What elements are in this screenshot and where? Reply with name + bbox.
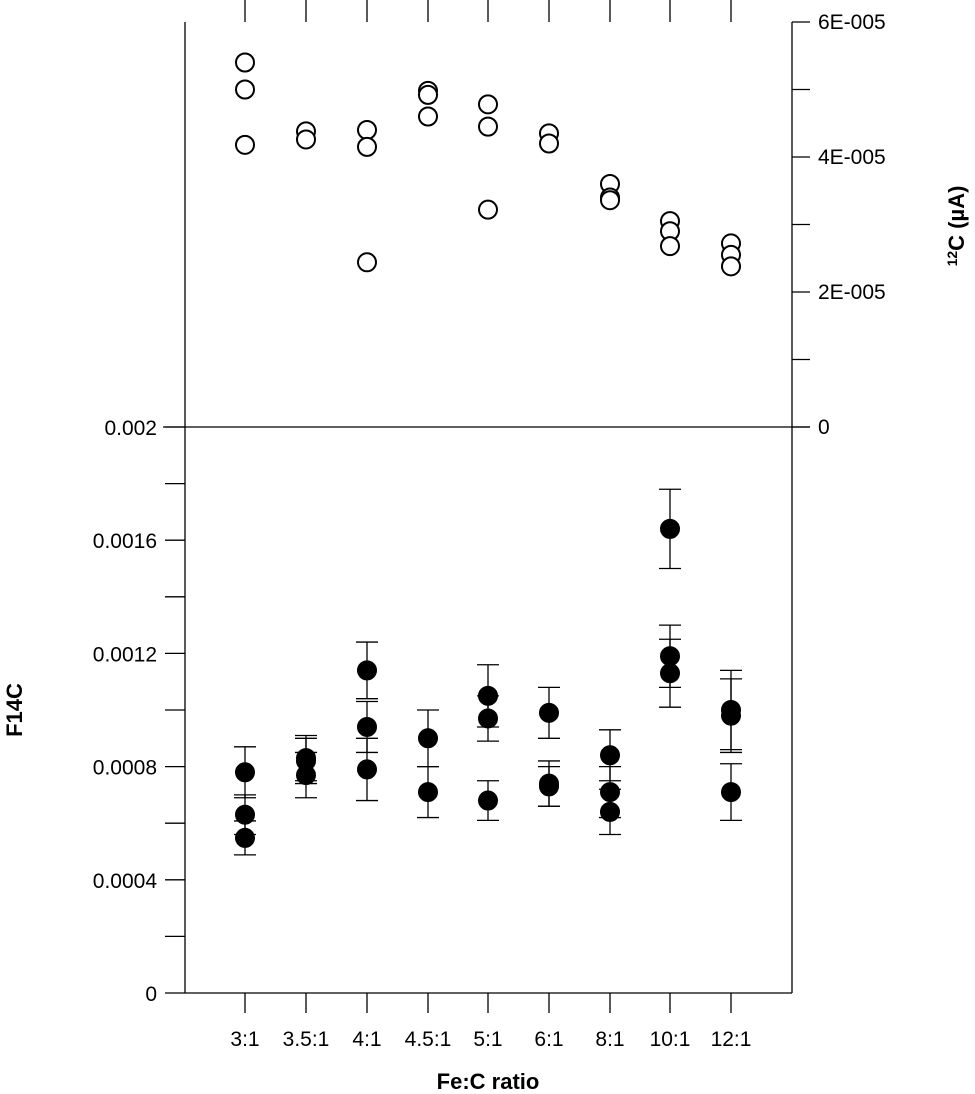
x-tick-label: 3.5:1 (283, 1028, 330, 1051)
data-point-12c (235, 79, 255, 100)
bottom-y-tick-label: 0.0012 (93, 643, 157, 666)
top-y-tick-label: 6E-005 (818, 11, 886, 34)
data-point-12c (539, 133, 559, 154)
data-point-f14c (235, 762, 255, 783)
bottom-y-tick-label: 0.0016 (93, 530, 157, 553)
data-point-f14c (357, 716, 377, 737)
axis-titles: Fe:C ratio F14C 12C (µA) (2, 186, 969, 1094)
plot-frame (163, 22, 810, 994)
data-point-f14c (539, 702, 559, 723)
x-tick-label: 4:1 (352, 1028, 381, 1051)
x-tick-label: 12:1 (711, 1028, 752, 1051)
data-point-f14c (600, 745, 620, 766)
bottom-y-tick-label: 0.0004 (93, 870, 158, 893)
bottom-y-tick-label: 0.0008 (93, 757, 157, 780)
y-axis-title-f14c: F14C (2, 683, 27, 737)
data-point-12c (478, 116, 498, 137)
y-axis-title-12c-superscript: 12 (944, 251, 960, 267)
top-y-tick-label: 4E-005 (818, 146, 886, 169)
bottom-y-tick-label: 0 (145, 983, 157, 1006)
data-point-12c (357, 252, 377, 273)
data-point-f14c (539, 776, 559, 797)
x-tick-label: 8:1 (595, 1028, 624, 1051)
x-tick-label: 6:1 (534, 1028, 563, 1051)
data-point-12c (418, 84, 438, 105)
data-point-12c (235, 134, 255, 155)
data-point-f14c (721, 782, 741, 803)
top-panel-12c: 0 2E-005 4E-005 6E-005 (235, 0, 886, 439)
data-point-f14c (235, 827, 255, 848)
data-point-12c (660, 236, 680, 257)
data-point-f14c (357, 759, 377, 780)
data-point-12c (296, 129, 316, 150)
data-point-f14c (296, 765, 316, 786)
data-point-f14c (478, 790, 498, 811)
bottom-y-tick-label: 0.002 (104, 417, 157, 440)
top-y-tick-label: 0 (818, 416, 830, 439)
data-point-f14c (660, 518, 680, 539)
data-point-12c (600, 190, 620, 211)
x-tick-label: 3:1 (230, 1028, 259, 1051)
bottom-panel-f14c: 0 0.0004 0.0008 0.0012 0.0016 0.002 (93, 417, 742, 1006)
data-point-12c (418, 106, 438, 127)
x-tick-label: 10:1 (650, 1028, 691, 1051)
y-axis-title-12c-main: C (µA) (944, 186, 969, 251)
x-tick-label: 4.5:1 (405, 1028, 452, 1051)
x-axis: 3:1 3.5:1 4:1 4.5:1 5:1 6:1 8:1 10:1 12:1 (230, 993, 751, 1051)
data-point-12c (235, 52, 255, 73)
data-point-12c (357, 120, 377, 140)
data-point-12c (721, 256, 741, 277)
data-point-12c (478, 199, 498, 220)
data-point-12c (357, 136, 377, 157)
x-tick-label: 5:1 (473, 1028, 502, 1051)
data-point-f14c (418, 782, 438, 803)
data-point-12c (478, 94, 498, 115)
data-point-f14c (357, 660, 377, 681)
top-y-tick-label: 2E-005 (818, 281, 886, 304)
data-point-f14c (600, 801, 620, 822)
data-point-f14c (478, 708, 498, 729)
data-point-f14c (660, 663, 680, 684)
data-point-f14c (721, 705, 741, 726)
y-axis-title-12c: 12C (µA) (944, 186, 969, 267)
x-axis-title: Fe:C ratio (437, 1069, 540, 1094)
data-point-f14c (418, 728, 438, 749)
